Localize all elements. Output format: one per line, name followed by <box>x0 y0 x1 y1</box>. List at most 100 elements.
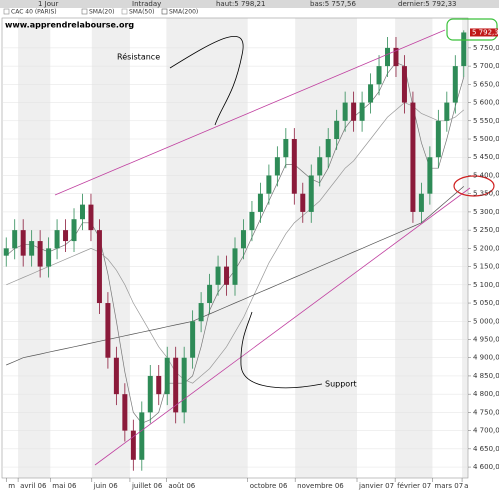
candle-body <box>130 430 136 460</box>
legend-instrument: CAC 40 (PARIS) <box>11 9 57 16</box>
x-tick-label: avril 06 <box>20 482 47 490</box>
candle-body <box>266 175 272 194</box>
x-tick-label: juin 06 <box>93 482 118 490</box>
legend-label: SMA(20) <box>89 9 114 16</box>
y-tick-label: 5 600,00 <box>473 99 499 107</box>
candle-body <box>207 284 213 304</box>
candle-body <box>164 357 170 395</box>
plot-area <box>1 17 469 479</box>
candle-body <box>20 230 26 256</box>
support-arrow <box>240 311 323 389</box>
watermark: www.apprendrelabourse.org <box>5 21 134 30</box>
x-tick-label: août 06 <box>168 482 195 490</box>
candle-body <box>113 357 119 395</box>
candle-body <box>351 102 357 121</box>
x-tick-label: février 07 <box>397 482 431 490</box>
candle-body <box>147 375 153 413</box>
candle-body <box>435 120 441 158</box>
candle-body <box>122 394 128 431</box>
x-tick-label: juillet 06 <box>131 482 163 490</box>
candle-body <box>79 204 85 220</box>
candle-body <box>385 47 391 67</box>
legend-label: SMA(200) <box>169 9 198 16</box>
support-label: Support <box>325 380 357 389</box>
candle-body <box>3 248 9 256</box>
header-last: dernier:5 792,33 <box>398 0 456 8</box>
candle-body <box>139 412 145 460</box>
y-tick-label: 5 750,00 <box>473 44 499 52</box>
last-price-label: 5 792,33 <box>472 28 499 36</box>
y-tick-label: 4 750,00 <box>473 408 499 416</box>
candle-body <box>283 139 289 158</box>
candle-body <box>63 230 69 242</box>
candle-body <box>257 193 263 212</box>
y-tick-label: 5 400,00 <box>473 171 499 179</box>
legend-box <box>161 8 168 15</box>
y-tick-label: 5 100,00 <box>473 281 499 289</box>
legend-label: SMA(50) <box>129 9 154 16</box>
candle-body <box>300 193 306 212</box>
candle-body <box>173 357 179 413</box>
candle-body <box>334 120 340 140</box>
last-price-box <box>470 28 498 37</box>
y-tick-label: 5 550,00 <box>473 117 499 125</box>
resistance-arrow <box>169 36 244 126</box>
candle-body <box>376 66 382 85</box>
header-period: 1 Jour <box>38 0 58 8</box>
month-band <box>395 18 433 478</box>
header-bar <box>0 0 499 8</box>
candle-body <box>461 32 467 67</box>
y-tick-label: 4 850,00 <box>473 372 499 380</box>
x-tick-label: mai 06 <box>52 482 77 490</box>
candle-body <box>215 266 221 285</box>
resistance-label: Résistance <box>117 52 160 62</box>
y-tick-label: 5 150,00 <box>473 263 499 271</box>
candle-body <box>240 230 246 249</box>
legend-box <box>3 8 10 15</box>
candle-body <box>88 204 94 231</box>
candle-body <box>325 139 331 158</box>
candle-body <box>359 102 365 121</box>
candle-body <box>12 230 18 249</box>
y-tick-label: 5 650,00 <box>473 80 499 88</box>
x-tick-label: m <box>8 482 15 490</box>
legend-box <box>121 8 128 15</box>
candle-body <box>418 193 424 212</box>
candle-body <box>317 157 323 176</box>
header-low: bas:5 757,56 <box>310 0 356 8</box>
x-tick-label: octobre 06 <box>250 482 288 490</box>
candle-body <box>198 303 204 322</box>
candle-body <box>37 241 43 267</box>
y-tick-label: 5 500,00 <box>473 135 499 143</box>
y-tick-label: 5 200,00 <box>473 244 499 252</box>
y-tick-label: 4 600,00 <box>473 463 499 471</box>
candle-body <box>249 211 255 231</box>
candle-body <box>274 157 280 176</box>
candle-body <box>427 157 433 194</box>
header-mode: Intraday <box>132 0 161 8</box>
highlight-support <box>453 175 495 197</box>
plot-frame <box>1 17 469 479</box>
candle-body <box>308 175 314 212</box>
x-tick-label: mars 07 <box>434 482 463 490</box>
y-tick-label: 4 950,00 <box>473 335 499 343</box>
x-tick-label: novembre 06 <box>297 482 344 490</box>
candle-body <box>444 102 450 121</box>
month-band <box>295 18 358 478</box>
candle-body <box>393 47 399 67</box>
y-tick-label: 5 300,00 <box>473 208 499 216</box>
y-tick-label: 4 650,00 <box>473 445 499 453</box>
sma-line <box>6 186 465 366</box>
y-tick-label: 5 050,00 <box>473 299 499 307</box>
x-tick-label: janvier 07 <box>358 482 394 490</box>
candle-body <box>71 219 77 242</box>
header-high: haut:5 798,21 <box>216 0 265 8</box>
y-tick-label: 4 800,00 <box>473 390 499 398</box>
candle-body <box>224 266 230 285</box>
legend-box <box>81 8 88 15</box>
month-band <box>462 18 468 478</box>
y-tick-label: 5 450,00 <box>473 153 499 161</box>
y-tick-label: 4 900,00 <box>473 354 499 362</box>
candle-body <box>29 241 35 256</box>
